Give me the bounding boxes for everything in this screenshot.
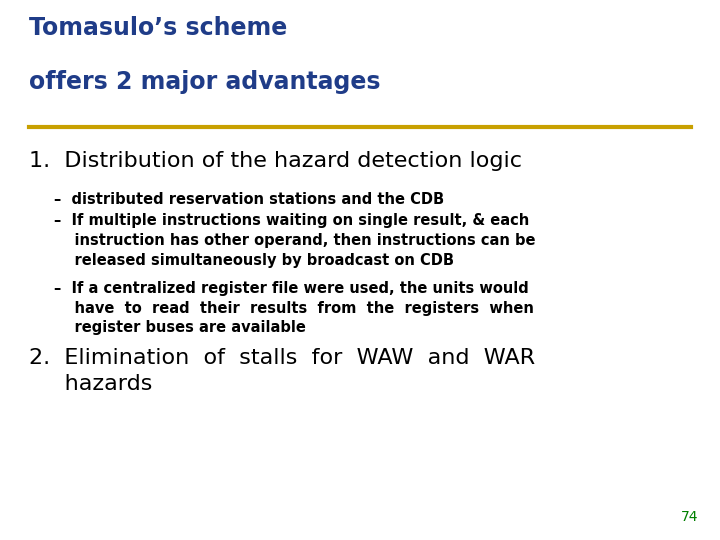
Text: 1.  Distribution of the hazard detection logic: 1. Distribution of the hazard detection …: [29, 151, 522, 171]
Text: 2.  Elimination  of  stalls  for  WAW  and  WAR
     hazards: 2. Elimination of stalls for WAW and WAR…: [29, 348, 535, 394]
Text: Tomasulo’s scheme: Tomasulo’s scheme: [29, 16, 287, 40]
Text: 74: 74: [681, 510, 698, 524]
Text: –  If multiple instructions waiting on single result, & each
    instruction has: – If multiple instructions waiting on si…: [54, 213, 536, 268]
Text: –  If a centralized register file were used, the units would
    have  to  read : – If a centralized register file were us…: [54, 281, 534, 335]
Text: offers 2 major advantages: offers 2 major advantages: [29, 70, 380, 94]
Text: –  distributed reservation stations and the CDB: – distributed reservation stations and t…: [54, 192, 444, 207]
